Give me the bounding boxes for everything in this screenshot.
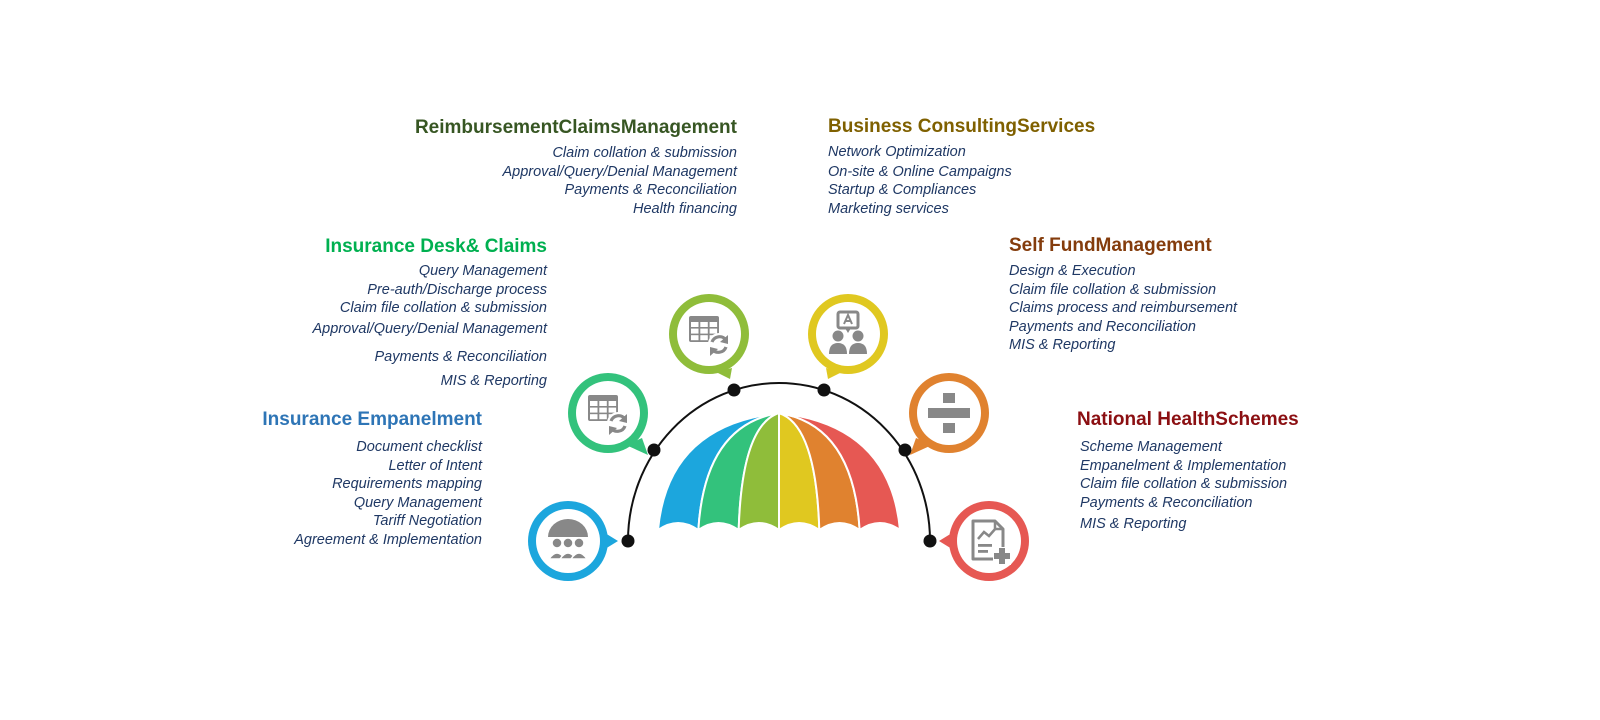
section-insurance-desk-claims: Insurance Desk& Claims Query Management …: [312, 235, 547, 391]
consulting-people-bubble: [808, 294, 888, 379]
list-item: Scheme Management: [1080, 439, 1222, 455]
document-add-bubble: [939, 501, 1029, 581]
list-item: Query Management: [418, 263, 547, 279]
section-self-fund: Self FundManagement Design & Execution C…: [1009, 234, 1237, 355]
spreadsheet-sync-bubble: [669, 294, 749, 379]
section-national-health: National HealthSchemes Scheme Management…: [1077, 408, 1299, 534]
list-item: Payments & Reconciliation: [374, 349, 547, 366]
bubble-tail: [626, 438, 648, 455]
list-item: Claim file collation & submission: [1080, 476, 1288, 493]
section-reimbursement-claims: ReimbursementClaimsManagement Claim coll…: [415, 116, 737, 218]
umbrella-panel: [778, 412, 902, 533]
list-item: Claim collation & submission: [552, 145, 737, 161]
connector-dot: [621, 534, 635, 548]
bubble-tail: [910, 438, 932, 455]
umbrella-people-icon: [547, 519, 589, 560]
connector-dot: [923, 534, 937, 548]
section-title: Insurance Empanelment: [262, 409, 482, 430]
list-item: MIS & Reporting: [1009, 337, 1116, 354]
document-add-icon: [971, 519, 1011, 565]
section-title: National HealthSchemes: [1077, 409, 1299, 430]
list-item: MIS & Reporting: [1080, 516, 1187, 533]
connector-dot: [817, 383, 831, 397]
bubble-tail: [716, 368, 732, 379]
list-item: Startup & Compliances: [828, 182, 977, 199]
list-item: Agreement & Implementation: [294, 531, 482, 548]
table-refresh-icon: [588, 395, 629, 435]
list-item: Claim file collation & submission: [1009, 281, 1217, 298]
bubble-tail: [605, 533, 618, 549]
connector-dot: [898, 443, 912, 457]
connector-dots: [621, 383, 937, 548]
list-item: Approval/Query/Denial Management: [502, 163, 737, 180]
list-item: Payments & Reconciliation: [564, 182, 737, 199]
list-item: Tariff Negotiation: [372, 513, 482, 530]
list-item: Health financing: [633, 200, 737, 217]
section-title: Business ConsultingServices: [828, 116, 1096, 137]
list-item: Empanelment & Implementation: [1080, 457, 1287, 474]
list-item: Pre-auth/Discharge process: [367, 281, 547, 298]
list-item: Approval/Query/Denial Management: [312, 320, 547, 337]
consulting-people-icon: [829, 310, 867, 354]
connector-arc: [627, 382, 931, 542]
connector-dot: [647, 443, 661, 457]
section-business-consulting: Business ConsultingServices Network Opti…: [828, 115, 1095, 218]
umbrella-canopy: [656, 411, 902, 533]
spreadsheet-sync-icon: [689, 316, 730, 356]
bubble-inner: [957, 509, 1021, 573]
list-item: Requirements mapping: [332, 476, 482, 493]
bubble-tail: [939, 533, 952, 549]
umbrella-people-bubble: [528, 501, 618, 581]
table-refresh-bubble: [568, 373, 648, 455]
list-item: Design & Execution: [1009, 263, 1136, 279]
list-item: Payments & Reconciliation: [1080, 494, 1253, 511]
list-item: Marketing services: [828, 200, 949, 217]
section-title: ReimbursementClaimsManagement: [414, 117, 737, 138]
list-item: Network Optimization: [828, 144, 966, 160]
section-title: Insurance Desk& Claims: [325, 236, 547, 257]
list-item: Claims process and reimbursement: [1009, 300, 1238, 317]
divide-bubble: [909, 373, 989, 455]
list-item: Claim file collation & submission: [339, 300, 547, 317]
bubble-tail: [826, 368, 842, 379]
list-item: Payments and Reconciliation: [1009, 318, 1196, 335]
divide-icon: [928, 393, 970, 433]
section-insurance-empanelment: Insurance Empanelment Document checklist…: [262, 408, 482, 550]
list-item: Letter of Intent: [388, 457, 482, 474]
list-item: On-site & Online Campaigns: [828, 163, 1012, 180]
list-item: MIS & Reporting: [440, 372, 547, 389]
list-item: Document checklist: [356, 439, 482, 455]
section-title: Self FundManagement: [1009, 235, 1212, 256]
list-item: Query Management: [353, 494, 482, 511]
connector-dot: [727, 383, 741, 397]
